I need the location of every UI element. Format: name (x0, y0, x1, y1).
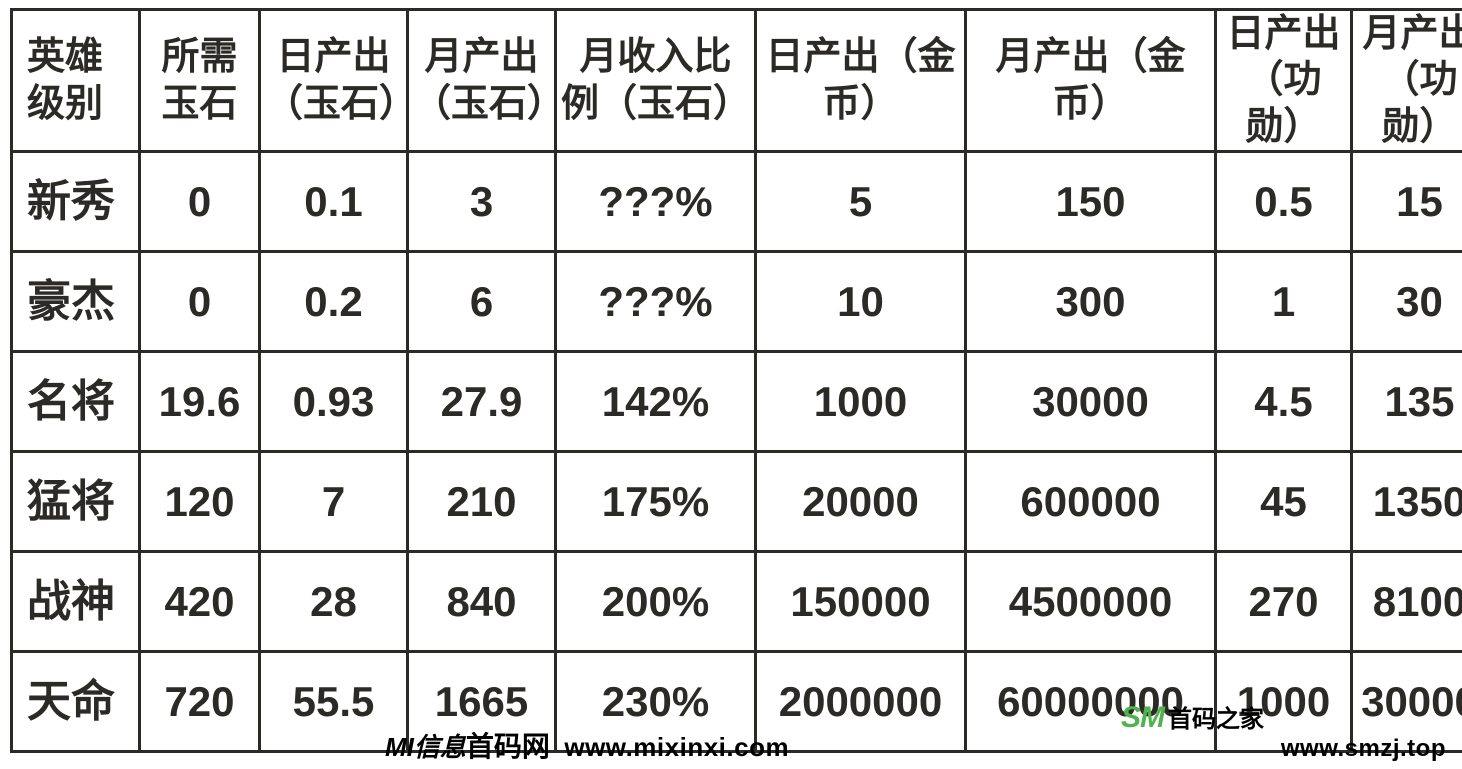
row-level-name: 豪杰 (12, 252, 140, 352)
cell-value: 0.93 (260, 352, 408, 452)
cell-value: 270 (1216, 552, 1352, 652)
cell-value: 28 (260, 552, 408, 652)
cell-value: 1 (1216, 252, 1352, 352)
cell-value: 1000 (756, 352, 966, 452)
cell-value: 120 (140, 452, 260, 552)
cell-value: 3 (408, 152, 556, 252)
cell-value: 15 (1352, 152, 1462, 252)
cell-value: 5 (756, 152, 966, 252)
cell-value: 4500000 (966, 552, 1216, 652)
column-header: 日产出（功勋） (1216, 10, 1352, 152)
table-row: 战神42028840200%15000045000002708100 (12, 552, 1462, 652)
cell-value: 840 (408, 552, 556, 652)
cell-value: 1665 (408, 652, 556, 752)
cell-value: 0.1 (260, 152, 408, 252)
cell-value: ???% (556, 252, 756, 352)
cell-value: 135 (1352, 352, 1462, 452)
cell-value: 1000 (1216, 652, 1352, 752)
column-header: 月产出（功勋） (1352, 10, 1462, 152)
cell-value: 30000 (966, 352, 1216, 452)
cell-value: ???% (556, 152, 756, 252)
cell-value: 0 (140, 252, 260, 352)
cell-value: 175% (556, 452, 756, 552)
column-header: 所需玉石 (140, 10, 260, 152)
cell-value: 420 (140, 552, 260, 652)
cell-value: 0 (140, 152, 260, 252)
cell-value: 60000000 (966, 652, 1216, 752)
row-level-name: 天命 (12, 652, 140, 752)
cell-value: 27.9 (408, 352, 556, 452)
cell-value: 150 (966, 152, 1216, 252)
cell-value: 0.2 (260, 252, 408, 352)
table-header-row: 英雄级别所需玉石日产出（玉石）月产出（玉石）月收入比例（玉石）日产出（金币）月产… (12, 10, 1462, 152)
table-row: 天命72055.51665230%20000006000000010003000… (12, 652, 1462, 752)
column-header: 日产出（玉石） (260, 10, 408, 152)
cell-value: 142% (556, 352, 756, 452)
cell-value: 1350 (1352, 452, 1462, 552)
cell-value: 4.5 (1216, 352, 1352, 452)
table-row: 豪杰00.26???%10300130 (12, 252, 1462, 352)
column-header: 月产出（金币） (966, 10, 1216, 152)
cell-value: 200% (556, 552, 756, 652)
column-header: 日产出（金币） (756, 10, 966, 152)
cell-value: 2000000 (756, 652, 966, 752)
column-header: 月产出（玉石） (408, 10, 556, 152)
row-level-name: 名将 (12, 352, 140, 452)
cell-value: 230% (556, 652, 756, 752)
cell-value: 7 (260, 452, 408, 552)
hero-levels-table: 英雄级别所需玉石日产出（玉石）月产出（玉石）月收入比例（玉石）日产出（金币）月产… (10, 8, 1462, 753)
cell-value: 6 (408, 252, 556, 352)
cell-value: 8100 (1352, 552, 1462, 652)
cell-value: 210 (408, 452, 556, 552)
column-header: 月收入比例（玉石） (556, 10, 756, 152)
row-level-name: 猛将 (12, 452, 140, 552)
table-row: 猛将1207210175%20000600000451350 (12, 452, 1462, 552)
cell-value: 55.5 (260, 652, 408, 752)
cell-value: 45 (1216, 452, 1352, 552)
cell-value: 720 (140, 652, 260, 752)
cell-value: 19.6 (140, 352, 260, 452)
cell-value: 30 (1352, 252, 1462, 352)
column-header: 英雄级别 (12, 10, 140, 152)
cell-value: 600000 (966, 452, 1216, 552)
cell-value: 10 (756, 252, 966, 352)
cell-value: 30000 (1352, 652, 1462, 752)
row-level-name: 战神 (12, 552, 140, 652)
cell-value: 150000 (756, 552, 966, 652)
cell-value: 0.5 (1216, 152, 1352, 252)
cell-value: 20000 (756, 452, 966, 552)
cell-value: 300 (966, 252, 1216, 352)
table-row: 新秀00.13???%51500.515 (12, 152, 1462, 252)
table-row: 名将19.60.9327.9142%1000300004.5135 (12, 352, 1462, 452)
row-level-name: 新秀 (12, 152, 140, 252)
